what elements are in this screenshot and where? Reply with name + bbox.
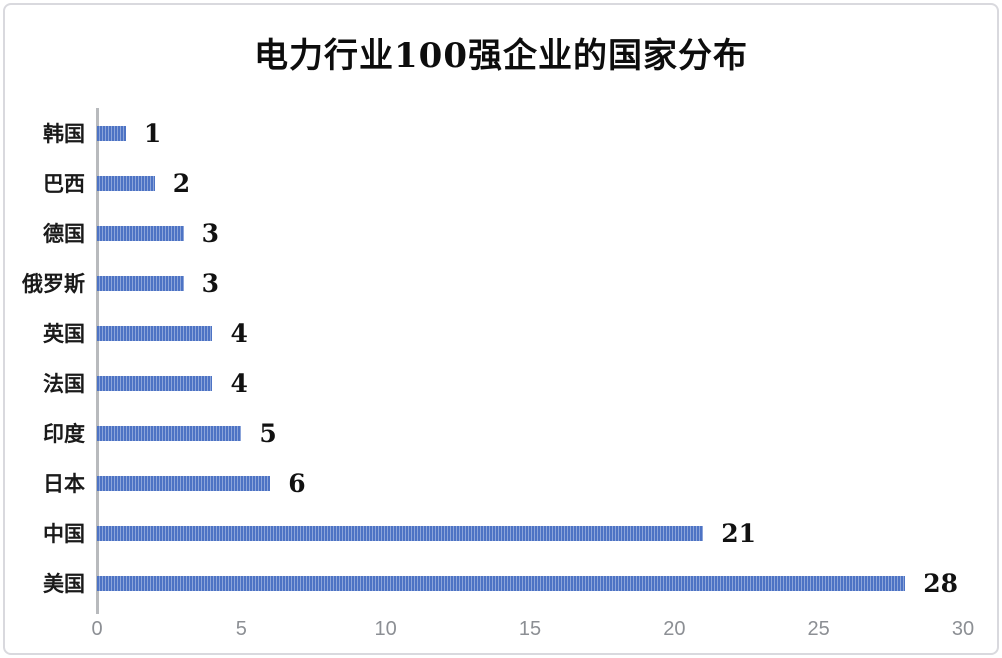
value-label: 3 — [201, 218, 219, 248]
category-label: 巴西 — [43, 171, 85, 196]
data-bar — [97, 525, 704, 541]
x-axis-tick-label: 25 — [807, 618, 830, 640]
category-label: 法国 — [43, 371, 85, 396]
x-axis-tick-label: 20 — [663, 618, 686, 640]
value-label: 21 — [721, 518, 756, 548]
category-label: 中国 — [43, 521, 85, 546]
value-label: 2 — [172, 168, 191, 198]
bar-track: 5 — [97, 421, 1002, 446]
bar-track: 6 — [97, 471, 1002, 496]
data-bar — [97, 175, 155, 191]
data-bar — [97, 275, 184, 291]
x-axis-tick-label: 15 — [518, 618, 542, 640]
value-label: 6 — [288, 468, 306, 498]
data-bar — [97, 225, 184, 241]
bar-row: 美国 28 — [0, 558, 1002, 608]
bar-row: 巴西 2 — [0, 158, 1002, 208]
data-bar — [97, 475, 271, 491]
x-axis-tick-label: 5 — [235, 618, 247, 640]
category-label: 德国 — [43, 221, 85, 246]
bar-track: 2 — [97, 171, 1002, 196]
bar-track: 3 — [97, 271, 1002, 296]
chart-title: 电力行业100强企业的国家分布 — [254, 36, 748, 76]
value-label: 4 — [230, 318, 248, 348]
x-axis-ticks: 0 5 10 15 20 25 30 — [91, 616, 974, 642]
category-label: 日本 — [43, 471, 85, 496]
bar-row: 印度 5 — [0, 408, 1002, 458]
bar-row: 德国 3 — [0, 208, 1002, 258]
x-axis-tick-label: 30 — [951, 618, 975, 640]
data-bar — [97, 425, 242, 441]
bar-track: 3 — [97, 221, 1002, 246]
bar-track: 4 — [97, 321, 1002, 346]
data-bar — [97, 125, 126, 141]
bar-track: 28 — [97, 571, 1002, 596]
bar-row: 俄罗斯 3 — [0, 258, 1002, 308]
category-axis-line — [96, 108, 99, 614]
bar-row: 法国 4 — [0, 358, 1002, 408]
category-label: 韩国 — [43, 121, 85, 146]
bar-track: 4 — [97, 371, 1002, 396]
data-bar — [97, 325, 213, 341]
category-label: 俄罗斯 — [22, 271, 85, 296]
bar-track: 21 — [97, 521, 1002, 546]
bar-track: 1 — [97, 121, 1002, 146]
value-label: 5 — [259, 418, 277, 448]
bar-rows: 韩国 1 巴西 2 德国 3 俄罗斯 3 英国 4 法国 4 印度 5 日本 6 中国 21 美国 28 — [0, 108, 1002, 608]
value-label: 4 — [230, 368, 248, 398]
x-axis-tick-label: 0 — [91, 618, 103, 640]
data-bar — [97, 375, 213, 391]
x-axis-tick-label: 10 — [374, 618, 397, 640]
bar-row: 日本 6 — [0, 458, 1002, 508]
value-label: 28 — [923, 568, 959, 598]
value-label: 3 — [201, 268, 219, 298]
data-bar — [97, 575, 906, 591]
category-label: 印度 — [43, 421, 85, 446]
category-label: 美国 — [43, 571, 85, 596]
category-label: 英国 — [43, 321, 85, 346]
bar-row: 韩国 1 — [0, 108, 1002, 158]
value-label: 1 — [143, 118, 162, 148]
bar-row: 中国 21 — [0, 508, 1002, 558]
bar-row: 英国 4 — [0, 308, 1002, 358]
